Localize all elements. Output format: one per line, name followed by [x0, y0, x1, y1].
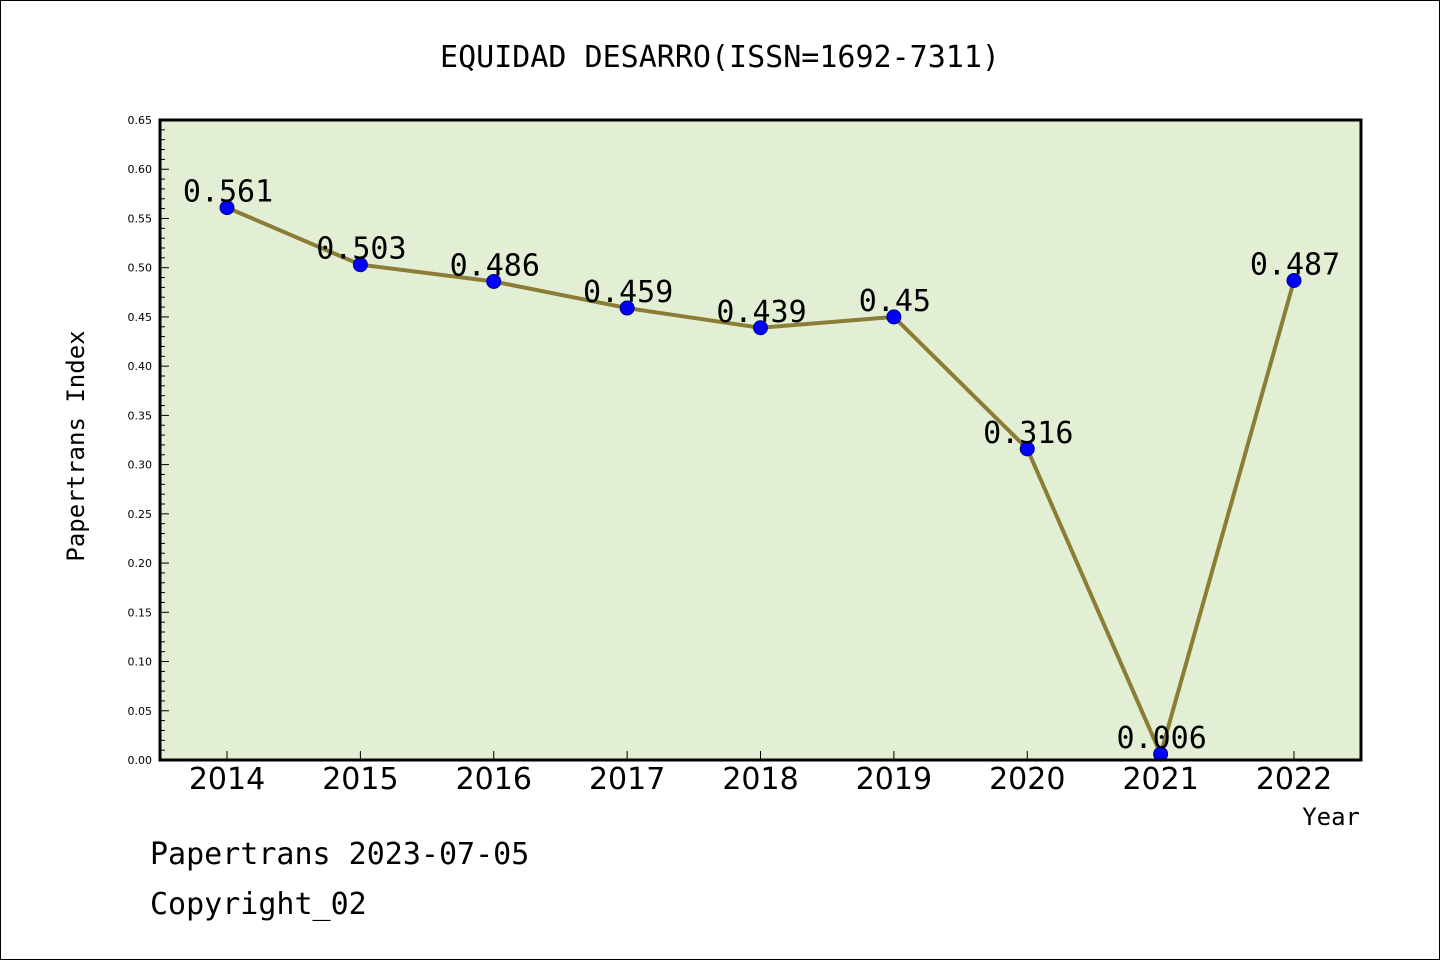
data-point [352, 257, 368, 273]
x-tick-label: 2019 [856, 762, 932, 797]
x-tick-label: 2021 [1122, 762, 1198, 797]
plot-border [158, 118, 1363, 762]
data-label: 0.439 [716, 295, 806, 330]
x-axis: 2014 2015 2016 2017 2018 2019 2020 2021 2022 [189, 751, 1332, 797]
data-label: 0.316 [983, 416, 1073, 451]
y-axis-label: Papertrans Index [62, 330, 90, 561]
data-point [219, 200, 235, 216]
chart-title: EQUIDAD DESARRO(ISSN=1692-7311) [440, 40, 1000, 75]
data-point [619, 300, 635, 316]
y-tick-label: 0.55 [128, 212, 153, 225]
x-tick-label: 2022 [1256, 762, 1332, 797]
data-point [486, 273, 502, 289]
y-tick-label: 0.30 [128, 459, 153, 472]
data-point [753, 320, 768, 336]
y-axis: 0.00 0.05 0.10 0.15 0.20 0.25 0.30 0.35 0.40 0.45… [128, 114, 169, 767]
x-tick-label: 2020 [989, 762, 1065, 797]
series-markers [219, 200, 1302, 762]
data-label: 0.486 [450, 248, 540, 283]
data-point [1019, 441, 1035, 457]
footer-copyright: Copyright_02 [150, 887, 367, 922]
y-tick-label: 0.15 [128, 606, 153, 619]
y-tick-label: 0.05 [128, 705, 153, 718]
data-point [1286, 272, 1302, 288]
y-tick-label: 0.35 [128, 409, 153, 422]
x-tick-label: 2016 [456, 762, 532, 797]
x-tick-label: 2017 [589, 762, 665, 797]
data-label: 0.45 [859, 284, 931, 319]
data-label: 0.503 [316, 232, 406, 267]
y-tick-label: 0.45 [128, 311, 153, 324]
y-tick-label: 0.20 [128, 557, 153, 570]
data-label: 0.561 [183, 175, 273, 210]
data-label: 0.459 [583, 275, 673, 310]
y-tick-label: 0.60 [128, 163, 153, 176]
data-labels: 0.561 0.503 0.486 0.459 0.439 0.45 0.316 0.006 0… [183, 175, 1340, 756]
data-label: 0.006 [1116, 721, 1206, 756]
plot-area [160, 120, 1361, 760]
y-tick-label: 0.40 [128, 360, 153, 373]
y-tick-label: 0.25 [128, 508, 153, 521]
footer-date: Papertrans 2023-07-05 [150, 837, 529, 872]
x-tick-label: 2015 [322, 762, 398, 797]
y-tick-label: 0.50 [128, 262, 153, 275]
y-tick-label: 0.10 [128, 656, 153, 669]
y-tick-label: 0.65 [128, 114, 153, 127]
data-label: 0.487 [1250, 247, 1340, 282]
x-tick-label: 2014 [189, 762, 265, 797]
x-tick-label: 2018 [722, 762, 798, 797]
data-point [886, 309, 902, 325]
x-axis-label: Year [1302, 803, 1360, 831]
y-tick-label: 0.00 [128, 754, 153, 767]
